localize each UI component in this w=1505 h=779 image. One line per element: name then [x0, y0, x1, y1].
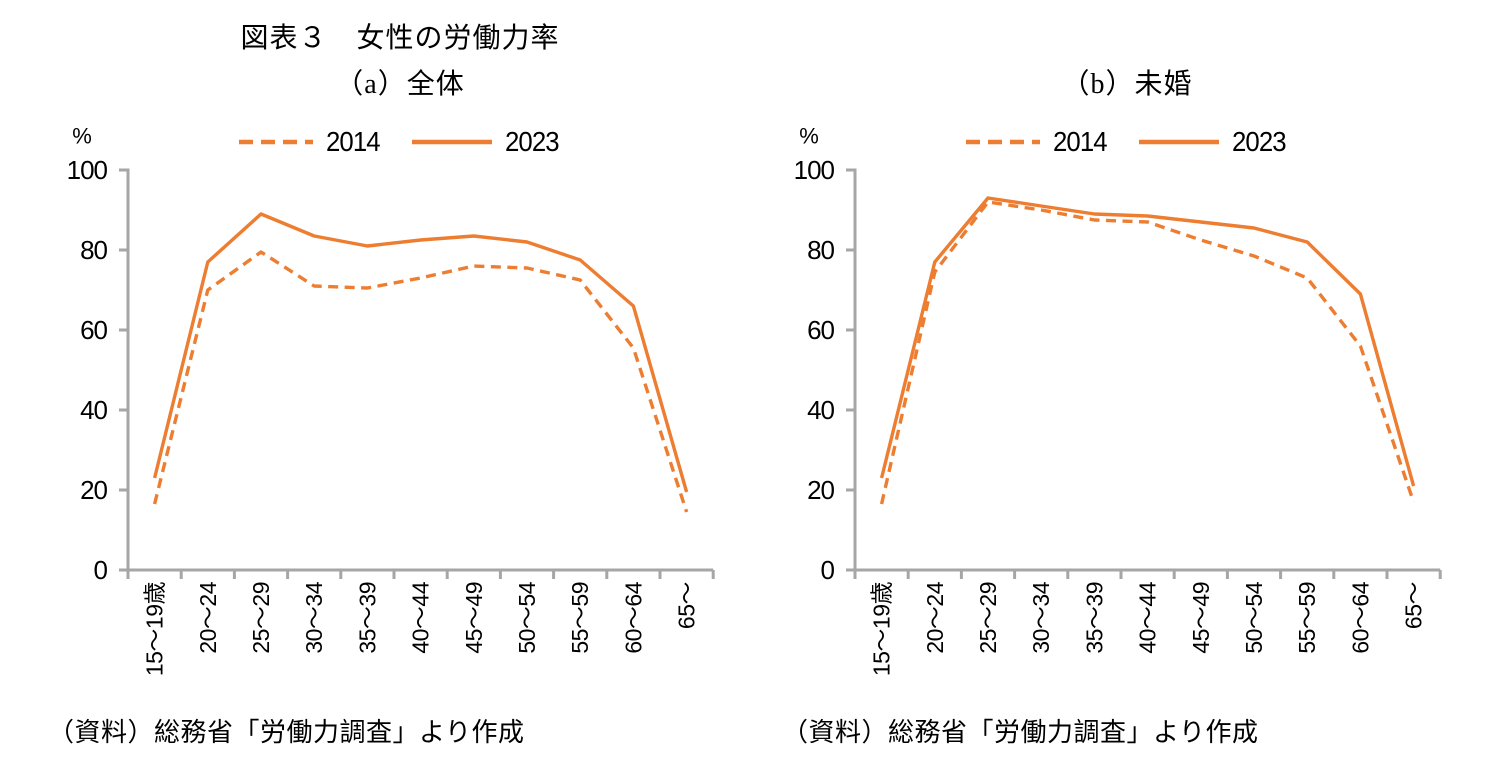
legend-item-2023: 2023 — [1137, 126, 1290, 158]
x-tick-label: 40〜44 — [408, 581, 434, 653]
x-tick-label: 35〜39 — [1081, 582, 1107, 654]
x-tick-label: 35〜39 — [354, 582, 380, 654]
series-2023 — [152, 212, 689, 493]
x-tick-label: 15〜19歳 — [142, 582, 168, 677]
x-tick-label: 25〜29 — [248, 582, 274, 654]
x-tick-label: 55〜59 — [567, 582, 593, 654]
axes — [119, 168, 715, 579]
x-tick-label: 30〜34 — [301, 581, 327, 653]
legend-label-2014: 2014 — [1052, 126, 1108, 157]
x-tick-label: 50〜54 — [514, 581, 540, 653]
dashed-line-swatch-icon — [965, 140, 1040, 145]
axes — [846, 168, 1442, 579]
figure-title: 図表３ 女性の労働力率 — [240, 23, 560, 54]
axis-labels: 0 20 40 60 80 100% 15〜19歳 20〜24 25〜29 30〜34 35〜39 4… — [794, 124, 1427, 677]
x-tick-label: 50〜54 — [1241, 581, 1267, 653]
y-tick-label: 60 — [80, 315, 107, 345]
x-tick-label: 65〜 — [674, 582, 700, 630]
x-tick-label: 25〜29 — [975, 582, 1001, 654]
chart-panel-b: 0 20 40 60 80 100% 15〜19歳 20〜24 25〜29 30〜34 35〜39 4… — [727, 0, 1479, 779]
y-tick-label: 0 — [821, 555, 835, 585]
y-tick-label: 20 — [807, 475, 834, 505]
y-axis-unit-label: % — [799, 124, 819, 149]
source-note-left: （資料）総務省「労働力調査」より作成 — [48, 718, 525, 747]
line-chart-overall: 0 20 40 60 80 100% 15〜19歳 20〜24 25〜29 30〜34 35〜39 4… — [67, 124, 715, 677]
chart-panel-a: 0 20 40 60 80 100% 15〜19歳 20〜24 25〜29 30〜34 35〜39 4… — [0, 0, 752, 779]
legend-label-2014: 2014 — [325, 126, 381, 157]
x-tick-label: 20〜24 — [195, 581, 221, 653]
y-tick-label: 40 — [80, 395, 107, 425]
legend: 2014 2023 — [782, 126, 1472, 158]
x-tick-label: 15〜19歳 — [869, 582, 895, 677]
legend-label-2023: 2023 — [1232, 126, 1287, 157]
line-chart-unmarried: 0 20 40 60 80 100% 15〜19歳 20〜24 25〜29 30〜34 35〜39 4… — [794, 124, 1442, 677]
solid-line-swatch-icon — [412, 140, 492, 145]
y-axis-unit-label: % — [72, 124, 92, 149]
solid-line-swatch-icon — [1139, 140, 1219, 145]
x-tick-label: 65〜 — [1401, 582, 1427, 630]
x-tick-label: 45〜49 — [461, 582, 487, 654]
y-tick-label: 100 — [794, 155, 835, 185]
axis-labels: 0 20 40 60 80 100% 15〜19歳 20〜24 25〜29 30〜34 35〜39 4… — [67, 124, 700, 677]
y-tick-label: 40 — [807, 395, 834, 425]
y-tick-label: 80 — [807, 235, 834, 265]
series-2014 — [152, 250, 689, 513]
x-tick-label: 55〜59 — [1294, 582, 1320, 654]
legend-label-2023: 2023 — [505, 126, 560, 157]
legend-item-2014: 2014 — [237, 126, 384, 158]
legend-item-2014: 2014 — [964, 126, 1111, 158]
series-2014 — [879, 200, 1416, 505]
dashed-line-swatch-icon — [238, 140, 313, 145]
panel-a-subtitle: （a）全体 — [335, 69, 465, 100]
y-tick-label: 80 — [80, 235, 107, 265]
x-tick-label: 45〜49 — [1188, 582, 1214, 654]
source-note-right: （資料）総務省「労働力調査」より作成 — [782, 718, 1259, 747]
x-tick-label: 60〜64 — [620, 581, 646, 653]
legend: 2014 2023 — [55, 126, 745, 158]
x-tick-label: 20〜24 — [922, 581, 948, 653]
y-tick-label: 60 — [807, 315, 834, 345]
series-2023 — [879, 196, 1416, 487]
y-tick-label: 20 — [80, 475, 107, 505]
y-tick-label: 0 — [94, 555, 108, 585]
panel-b-subtitle: （b）未婚 — [1061, 69, 1193, 100]
legend-item-2023: 2023 — [410, 126, 563, 158]
x-tick-label: 40〜44 — [1135, 581, 1161, 653]
y-tick-label: 100 — [67, 155, 108, 185]
x-tick-label: 30〜34 — [1028, 581, 1054, 653]
x-tick-label: 60〜64 — [1347, 581, 1373, 653]
